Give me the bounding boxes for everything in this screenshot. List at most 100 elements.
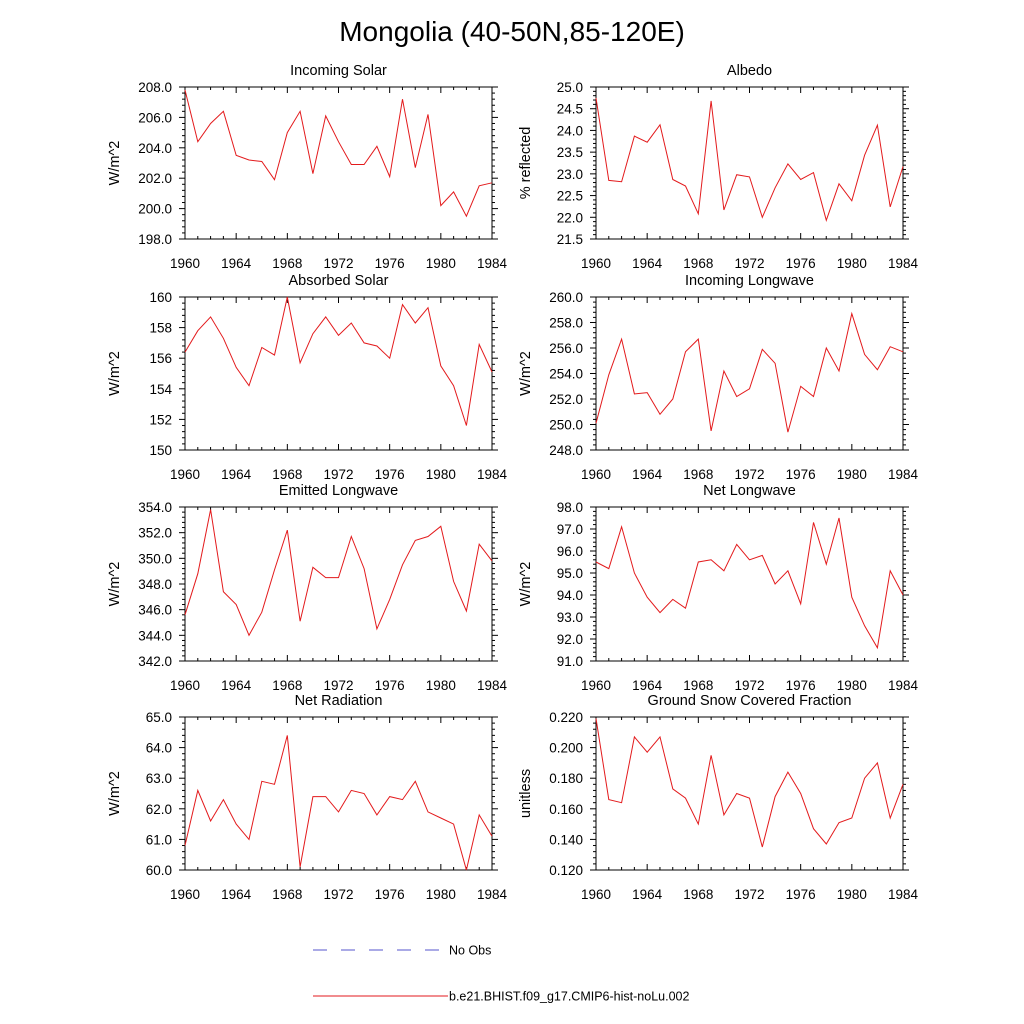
- x-tick-label: 1960: [170, 256, 200, 271]
- y-tick-label: 24.5: [557, 102, 583, 117]
- y-tick-label: 158: [149, 321, 172, 336]
- x-tick-label: 1972: [734, 887, 764, 902]
- y-tick-label: 93.0: [557, 610, 583, 625]
- y-tick-label: 0.120: [549, 863, 583, 878]
- x-tick-label: 1972: [323, 467, 353, 482]
- plot-frame: [595, 716, 904, 871]
- y-tick-label: 22.5: [557, 189, 583, 204]
- x-tick-label: 1980: [837, 887, 867, 902]
- x-tick-label: 1984: [888, 256, 919, 271]
- y-axis-label: W/m^2: [107, 771, 123, 816]
- panel-albedo: 1960 1964 1968 1972 1976 1980 1984 21.5 22.0 22.5…: [518, 63, 919, 271]
- x-tick-label: 1960: [581, 887, 611, 902]
- y-tick-label: 91.0: [557, 654, 583, 669]
- series-line-emitted-longwave: [184, 509, 493, 637]
- panel-title: Ground Snow Covered Fraction: [648, 693, 852, 709]
- y-tick-label: 354.0: [138, 500, 172, 515]
- legend-label-model: b.e21.BHIST.f09_g17.CMIP6-hist-noLu.002: [449, 990, 689, 1004]
- y-tick-label: 23.5: [557, 145, 583, 160]
- y-tick-label: 61.0: [146, 832, 172, 847]
- x-tick-label: 1960: [581, 256, 611, 271]
- x-tick-label: 1960: [581, 678, 611, 693]
- x-tick-label: 1968: [683, 678, 713, 693]
- series-line-albedo: [595, 97, 904, 222]
- x-tick-label: 1984: [477, 887, 508, 902]
- y-axis-label: % reflected: [518, 127, 534, 200]
- y-axis-label: W/m^2: [518, 351, 534, 396]
- x-tick-label: 1964: [221, 887, 252, 902]
- y-tick-label: 252.0: [549, 392, 583, 407]
- panel-title: Incoming Solar: [290, 63, 387, 79]
- x-tick-label: 1984: [477, 467, 508, 482]
- panel-title: Albedo: [727, 63, 772, 79]
- x-tick-label: 1980: [426, 256, 456, 271]
- x-tick-label: 1984: [888, 678, 919, 693]
- x-tick-label: 1972: [734, 467, 764, 482]
- y-tick-label: 206.0: [138, 110, 172, 125]
- plot-frame: [184, 506, 493, 662]
- panel-incoming-solar: 1960 1964 1968 1972 1976 1980 1984 198.0 200.0 20…: [107, 63, 508, 271]
- panel-net-longwave: 1960 1964 1968 1972 1976 1980 1984 91.0 92.0 93.0…: [518, 483, 919, 693]
- y-tick-label: 94.0: [557, 588, 583, 603]
- plot-frame: [184, 716, 493, 871]
- series-line-net-longwave: [595, 517, 904, 650]
- series-line-net-radiation: [184, 735, 493, 871]
- panel-incoming-longwave: 1960 1964 1968 1972 1976 1980 1984 248.0 250.0 25…: [518, 273, 919, 482]
- y-tick-label: 248.0: [549, 443, 583, 458]
- y-axis-label: W/m^2: [518, 562, 534, 607]
- panel-title: Net Radiation: [295, 693, 383, 709]
- y-tick-label: 256.0: [549, 341, 583, 356]
- y-tick-label: 24.0: [557, 123, 583, 138]
- x-tick-label: 1964: [632, 887, 663, 902]
- x-tick-label: 1960: [170, 467, 200, 482]
- x-tick-label: 1972: [734, 678, 764, 693]
- y-tick-label: 0.140: [549, 832, 583, 847]
- y-tick-label: 200.0: [138, 202, 172, 217]
- y-tick-label: 96.0: [557, 544, 583, 559]
- x-tick-label: 1964: [221, 678, 252, 693]
- x-tick-label: 1960: [170, 678, 200, 693]
- x-tick-label: 1980: [837, 256, 867, 271]
- y-axis-label: W/m^2: [107, 141, 123, 186]
- legend: No Obs b.e21.BHIST.f09_g17.CMIP6-hist-no…: [313, 944, 689, 1004]
- y-tick-label: 154: [149, 382, 172, 397]
- x-tick-label: 1968: [683, 467, 713, 482]
- plot-frame: [184, 86, 493, 240]
- panel-title: Incoming Longwave: [685, 273, 814, 289]
- y-tick-label: 95.0: [557, 566, 583, 581]
- x-tick-label: 1968: [683, 887, 713, 902]
- x-tick-label: 1960: [170, 887, 200, 902]
- panel-emitted-longwave: 1960 1964 1968 1972 1976 1980 1984 342.0 344.0 34…: [107, 483, 508, 693]
- x-tick-label: 1980: [837, 467, 867, 482]
- plot-frame: [595, 86, 904, 240]
- x-tick-label: 1968: [272, 887, 302, 902]
- x-tick-label: 1972: [323, 887, 353, 902]
- x-tick-label: 1976: [375, 467, 405, 482]
- x-tick-label: 1968: [683, 256, 713, 271]
- y-tick-label: 25.0: [557, 80, 583, 95]
- x-tick-label: 1984: [477, 678, 508, 693]
- y-tick-label: 348.0: [138, 577, 172, 592]
- y-tick-label: 152: [149, 412, 172, 427]
- plot-frame: [595, 296, 904, 451]
- panel-net-radiation: 1960 1964 1968 1972 1976 1980 1984 60.0 61.0 62.0…: [107, 693, 508, 902]
- y-tick-label: 92.0: [557, 632, 583, 647]
- series-line-absorbed-solar: [184, 296, 493, 426]
- y-tick-label: 98.0: [557, 500, 583, 515]
- x-tick-label: 1960: [581, 467, 611, 482]
- panel-title: Net Longwave: [703, 483, 796, 499]
- x-tick-label: 1964: [221, 467, 252, 482]
- series-line-incoming-solar: [184, 89, 493, 218]
- legend-label-no-obs: No Obs: [449, 944, 491, 958]
- x-tick-label: 1976: [786, 256, 816, 271]
- y-tick-label: 23.0: [557, 167, 583, 182]
- x-tick-label: 1976: [786, 678, 816, 693]
- x-tick-label: 1980: [426, 678, 456, 693]
- x-tick-label: 1980: [426, 887, 456, 902]
- x-tick-label: 1972: [323, 678, 353, 693]
- panel-ground-snow-covered-fraction: 1960 1964 1968 1972 1976 1980 1984 0.120 0.140 0.…: [518, 693, 919, 902]
- y-tick-label: 344.0: [138, 628, 172, 643]
- x-tick-label: 1980: [837, 678, 867, 693]
- y-tick-label: 260.0: [549, 290, 583, 305]
